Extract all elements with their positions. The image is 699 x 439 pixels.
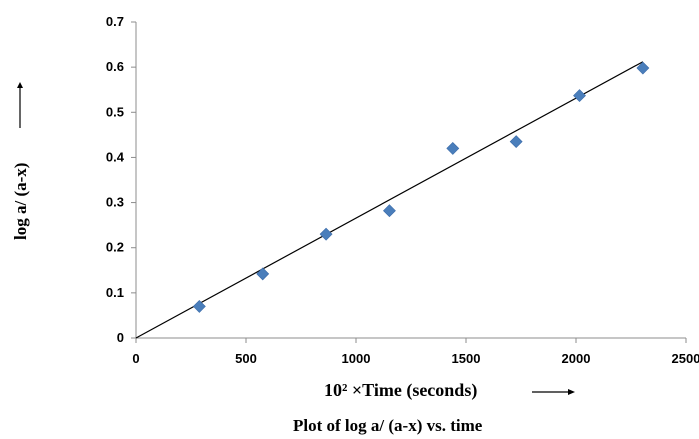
y-tick-label: 0.4 bbox=[106, 149, 125, 164]
data-point bbox=[256, 267, 270, 281]
y-axis-arrowhead-icon bbox=[17, 82, 23, 88]
y-tick-label: 0 bbox=[117, 330, 124, 345]
y-axis-title-group: log a/ (a-x) bbox=[11, 82, 30, 240]
trendline bbox=[135, 61, 644, 339]
data-points bbox=[192, 61, 650, 313]
y-ticks: 0 0.1 0.2 0.3 0.4 0.5 0.6 0.7 bbox=[106, 14, 136, 345]
y-tick-label: 0.6 bbox=[106, 59, 124, 74]
data-point bbox=[383, 204, 396, 218]
x-tick-label: 2000 bbox=[562, 351, 591, 366]
x-tick-label: 0 bbox=[132, 351, 139, 366]
data-point bbox=[573, 89, 586, 103]
chart-caption: Plot of log a/ (a-x) vs. time bbox=[293, 416, 483, 435]
data-point bbox=[509, 135, 523, 149]
x-axis-arrowhead-icon bbox=[568, 389, 575, 395]
x-tick-label: 1500 bbox=[452, 351, 481, 366]
axes bbox=[135, 22, 686, 339]
y-tick-label: 0.5 bbox=[106, 104, 124, 119]
x-tick-label: 2500 bbox=[672, 351, 699, 366]
x-tick-label: 1000 bbox=[342, 351, 371, 366]
y-tick-label: 0.3 bbox=[106, 195, 124, 210]
data-point bbox=[636, 61, 650, 75]
data-point bbox=[192, 299, 206, 313]
y-tick-label: 0.7 bbox=[106, 14, 124, 29]
x-axis-title: 10² ×Time (seconds) bbox=[324, 380, 477, 401]
y-tick-label: 0.1 bbox=[106, 285, 124, 300]
x-tick-label: 500 bbox=[235, 351, 257, 366]
data-point bbox=[446, 141, 460, 155]
y-axis-title: log a/ (a-x) bbox=[11, 163, 30, 240]
y-tick-label: 0.2 bbox=[106, 240, 124, 255]
trendline-group bbox=[135, 61, 644, 339]
data-point bbox=[319, 227, 333, 241]
x-ticks: 0 500 1000 1500 2000 2500 bbox=[132, 338, 699, 366]
